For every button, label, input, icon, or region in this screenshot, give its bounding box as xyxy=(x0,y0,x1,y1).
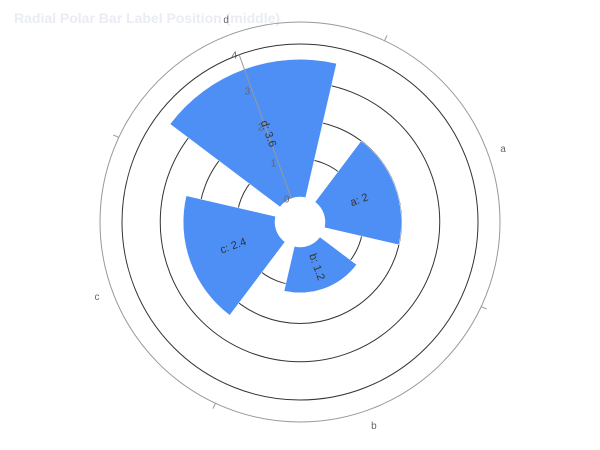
radius-tick-label: 0 xyxy=(284,195,290,206)
category-label-c: c xyxy=(95,292,100,303)
data-label-a: a: 2 xyxy=(349,192,370,210)
radius-tick-label: 3 xyxy=(245,87,251,98)
bar-b[interactable] xyxy=(283,236,357,294)
angle-axis-tick xyxy=(384,35,388,41)
bar-c[interactable] xyxy=(182,195,286,316)
radius-tick-label: 1 xyxy=(271,159,277,170)
angle-axis-tick xyxy=(212,403,216,409)
angle-axis-tick xyxy=(481,306,487,310)
radius-tick-label: 2 xyxy=(258,123,264,134)
chart-title: Radial Polar Bar Label Position (middle) xyxy=(14,10,281,26)
category-label-d: d xyxy=(223,15,229,26)
bar-d[interactable] xyxy=(169,59,337,208)
angle-axis-tick xyxy=(113,134,119,138)
radius-tick-label: 4 xyxy=(232,51,238,62)
radius-axis-line xyxy=(238,54,292,199)
category-label-b: b xyxy=(371,421,377,432)
radius-grid-circle xyxy=(121,43,479,401)
bar-a[interactable] xyxy=(314,140,402,246)
angle-axis-circle xyxy=(99,21,501,423)
category-label-a: a xyxy=(500,144,506,155)
